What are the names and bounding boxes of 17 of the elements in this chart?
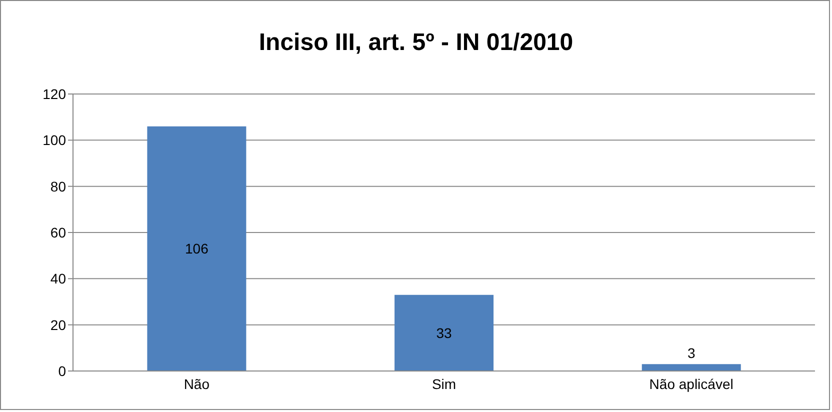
y-tick-label: 120 (42, 86, 66, 102)
y-tick-label: 40 (50, 270, 66, 287)
x-tick-label: Não aplicável (649, 376, 734, 392)
chart-title: Inciso III, art. 5º - IN 01/2010 (258, 29, 574, 57)
bar (394, 294, 494, 371)
x-tick-label: Não (184, 376, 210, 392)
data-label: 33 (436, 324, 452, 341)
x-tick-label: Sim (432, 376, 456, 392)
y-tick-label: 20 (50, 316, 66, 333)
y-tick-label: 80 (50, 178, 66, 194)
data-label: 106 (185, 240, 209, 257)
bar (147, 126, 246, 371)
y-tick-label: 0 (58, 362, 66, 379)
y-tick-label: 60 (50, 224, 66, 240)
y-tick-label: 100 (42, 132, 66, 148)
data-label: 3 (687, 345, 696, 362)
bar (642, 364, 741, 371)
